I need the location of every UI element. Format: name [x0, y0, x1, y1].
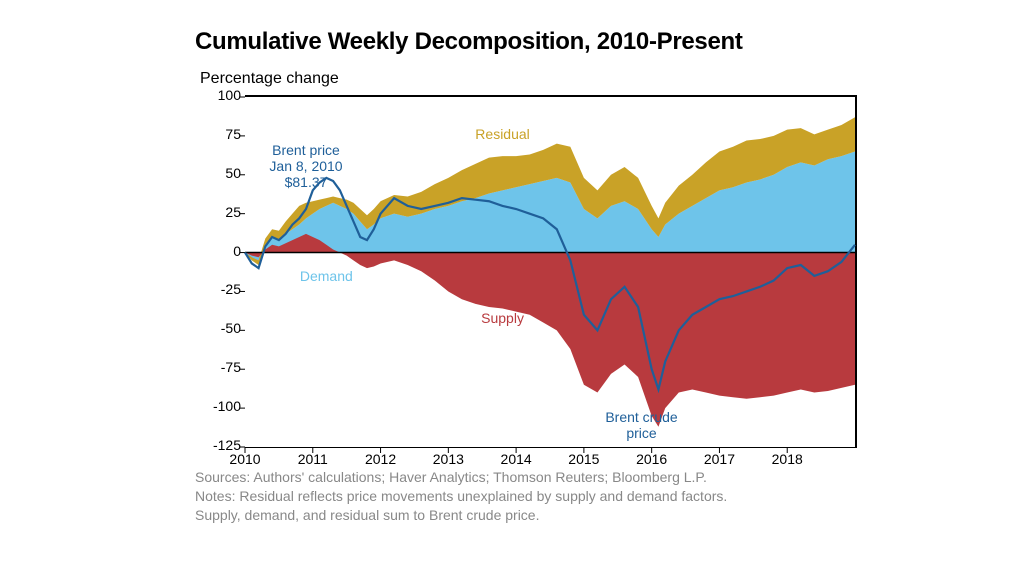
annot-residual-label: Residual — [475, 126, 529, 142]
chart-area: 1007550250-25-50-75-100-125 201020112012… — [195, 95, 865, 445]
notes-sources: Sources: Authors' calculations; Haver An… — [195, 468, 727, 487]
x-tick: 2013 — [433, 451, 464, 467]
y-tick: 25 — [201, 204, 241, 220]
annot-demand-label: Demand — [300, 268, 353, 284]
y-tick: -50 — [201, 320, 241, 336]
x-tick: 2016 — [636, 451, 667, 467]
chart-notes: Sources: Authors' calculations; Haver An… — [195, 468, 727, 525]
x-tick: 2017 — [704, 451, 735, 467]
x-tick: 2014 — [501, 451, 532, 467]
annot-brent-label: Brent crudeprice — [605, 409, 677, 441]
supply-area — [245, 234, 855, 427]
x-tick: 2010 — [229, 451, 260, 467]
y-tick: -100 — [201, 398, 241, 414]
annot-brent-price-box: Brent priceJan 8, 2010$81.37 — [269, 142, 342, 190]
x-tick: 2015 — [568, 451, 599, 467]
y-tick: 100 — [201, 87, 241, 103]
y-axis-label: Percentage change — [200, 70, 339, 88]
notes-line3: Supply, demand, and residual sum to Bren… — [195, 506, 727, 525]
chart-title: Cumulative Weekly Decomposition, 2010-Pr… — [195, 28, 743, 56]
notes-line2: Notes: Residual reflects price movements… — [195, 487, 727, 506]
x-tick: 2012 — [365, 451, 396, 467]
y-tick: 50 — [201, 165, 241, 181]
annot-supply-label: Supply — [481, 310, 524, 326]
x-tick: 2018 — [772, 451, 803, 467]
x-tick: 2011 — [298, 451, 328, 467]
y-tick: 0 — [201, 243, 241, 259]
y-tick: -75 — [201, 359, 241, 375]
y-tick: 75 — [201, 126, 241, 142]
figure-container: Cumulative Weekly Decomposition, 2010-Pr… — [0, 0, 1019, 568]
y-tick: -25 — [201, 281, 241, 297]
